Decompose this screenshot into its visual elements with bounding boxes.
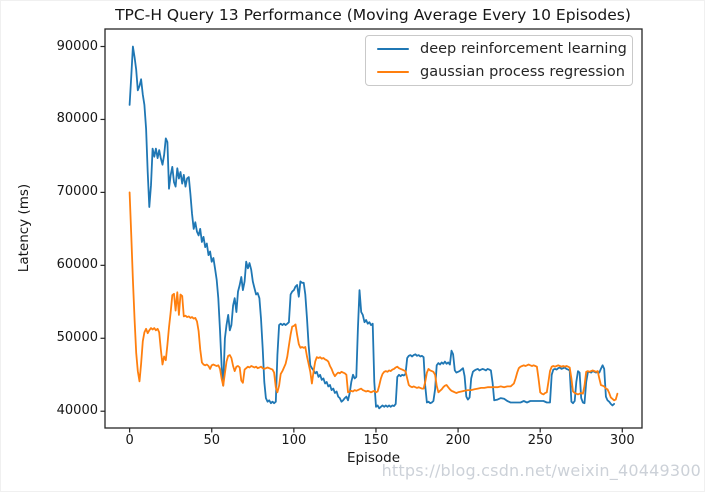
x-tick-label: 200 [445, 433, 471, 448]
x-tick-label: 0 [125, 433, 134, 448]
x-tick-label: 300 [609, 433, 635, 448]
y-tick-label: 40000 [56, 403, 98, 419]
x-tick-label: 50 [203, 433, 220, 448]
y-tick-label: 80000 [56, 111, 98, 127]
y-tick-label: 60000 [56, 257, 98, 273]
y-axis-label: Latency (ms) [16, 183, 32, 273]
watermark-text: https://blog.csdn.net/weixin_40449300 [381, 461, 701, 480]
legend-item-gpr: gaussian process regression [366, 63, 632, 82]
legend-line-sample-blue [377, 47, 409, 51]
x-axis-label: Episode [346, 450, 401, 466]
legend-label: deep reinforcement learning [420, 41, 627, 57]
chart-title: TPC-H Query 13 Performance (Moving Avera… [115, 6, 631, 24]
x-tick-label: 250 [527, 433, 553, 448]
y-tick-label: 90000 [56, 38, 98, 54]
legend-line-sample-orange [377, 70, 409, 74]
axes-frame [104, 28, 643, 429]
legend: deep reinforcement learning gaussian pro… [365, 35, 633, 86]
series-line-gaussian-process-regression [128, 191, 619, 402]
series-line-deep-reinforcement-learning [128, 45, 615, 410]
x-tick-label: 100 [281, 433, 307, 448]
y-tick-label: 50000 [56, 330, 98, 346]
legend-label: gaussian process regression [420, 64, 625, 80]
x-tick-label: 150 [363, 433, 389, 448]
y-tick-label: 70000 [56, 184, 98, 200]
legend-item-drl: deep reinforcement learning [366, 40, 632, 59]
